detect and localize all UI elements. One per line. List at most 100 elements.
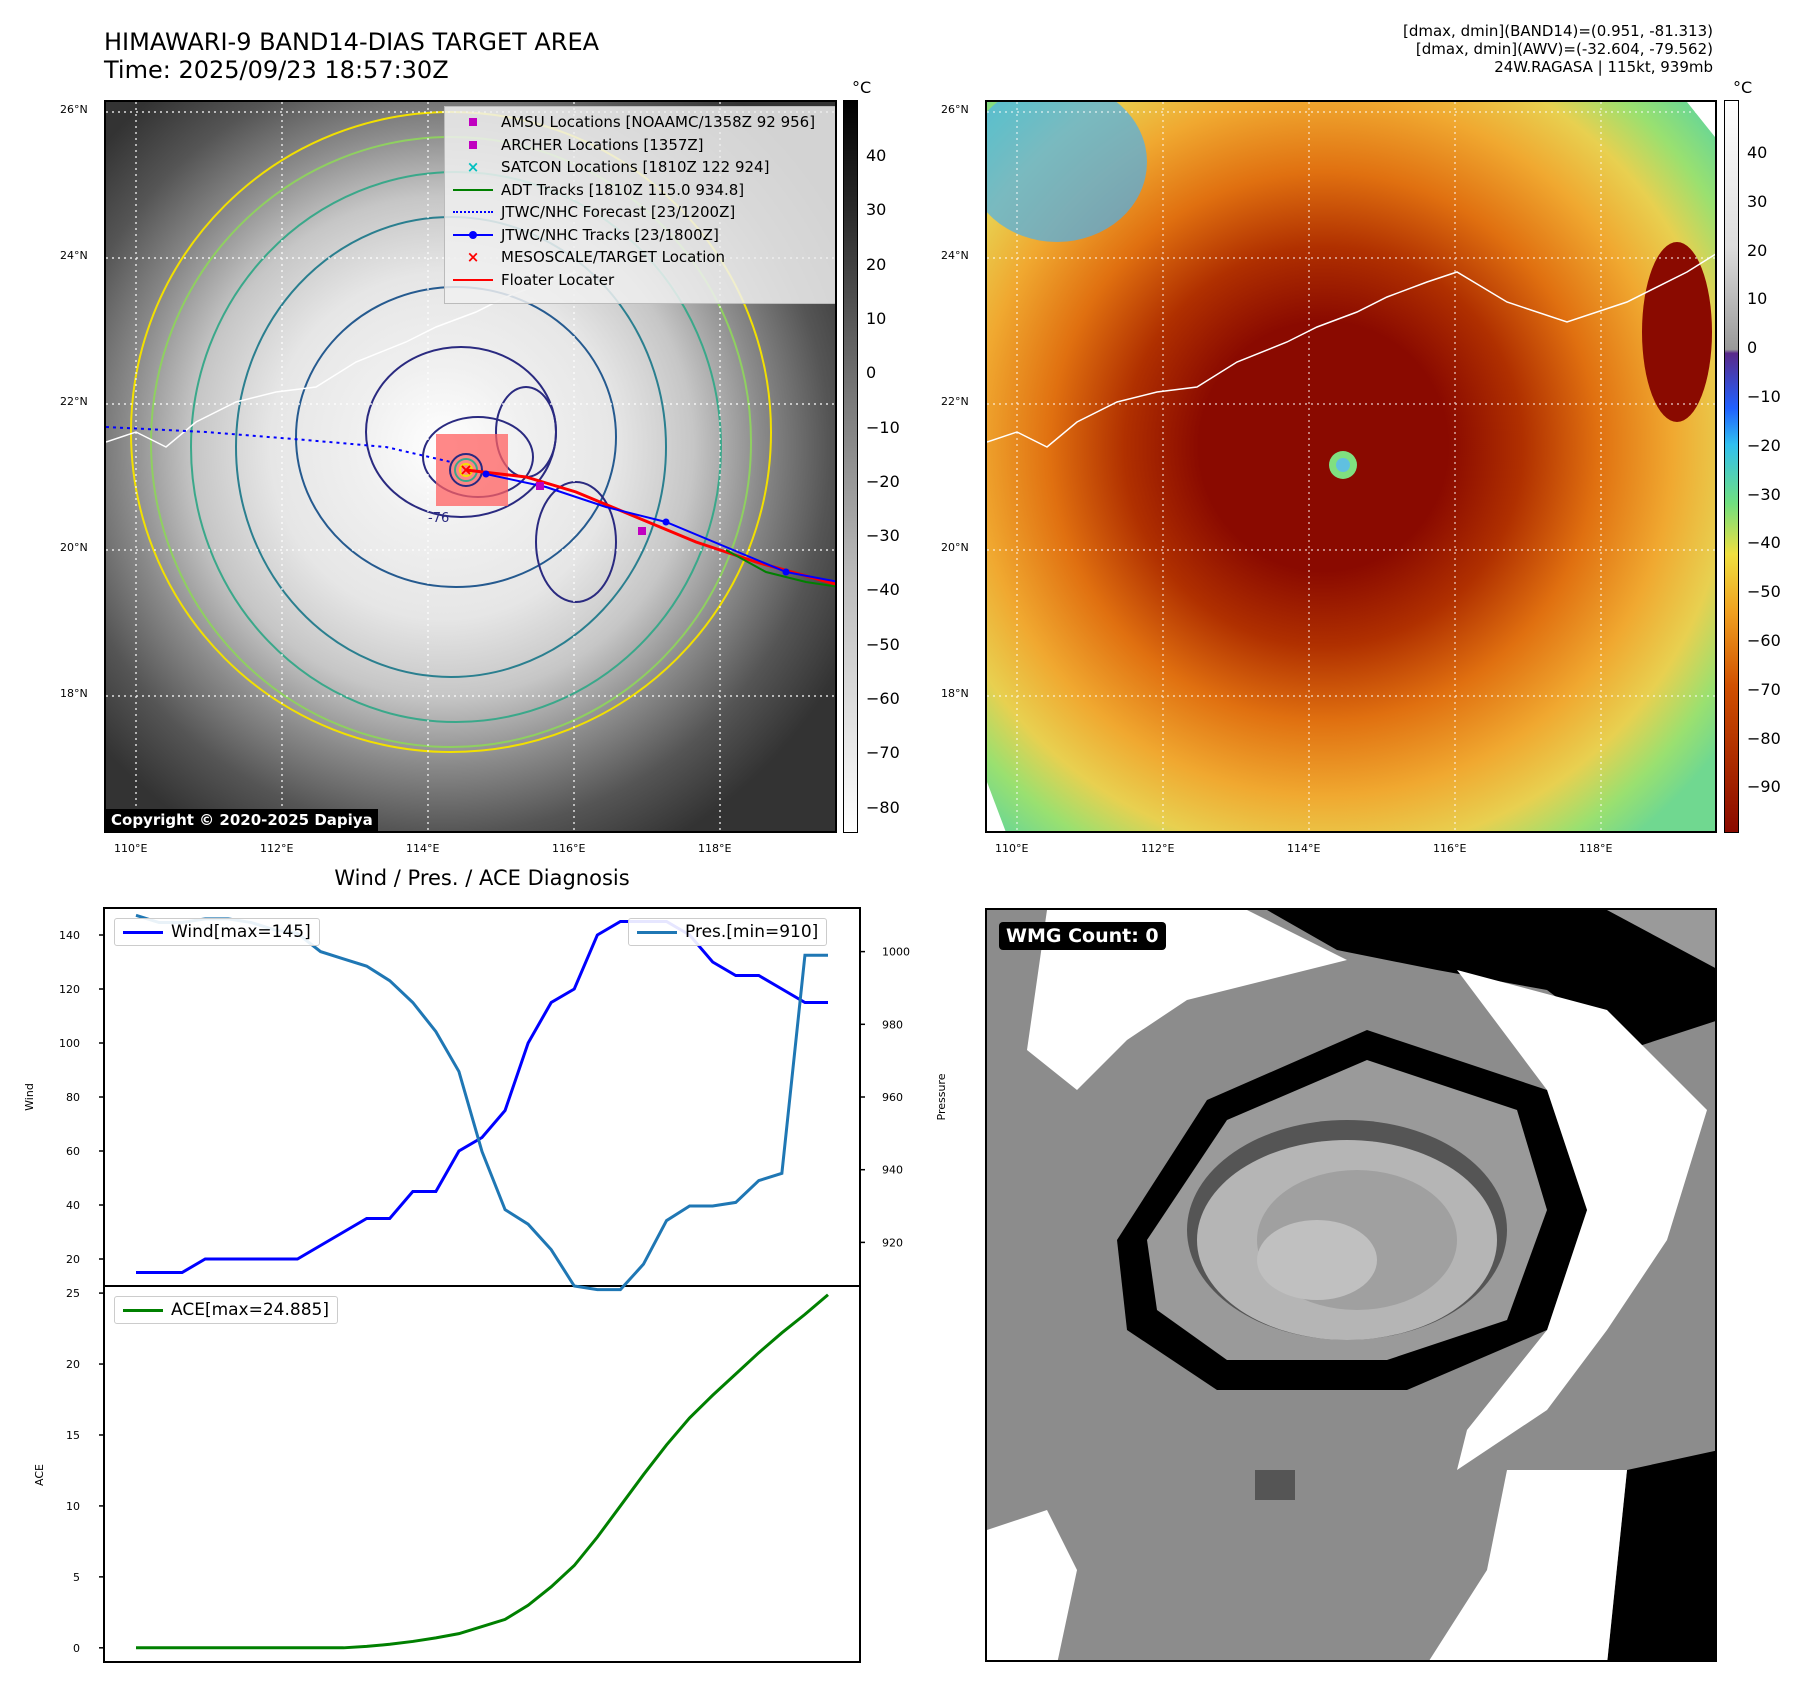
ace-axis: 0 5 10 15 20 25	[66, 1287, 104, 1655]
lat-label: 22°N	[941, 395, 969, 408]
legend-label: SATCON Locations [1810Z 122 924]	[501, 158, 770, 177]
wmg-panel: WMG Count: 0	[985, 908, 1717, 1662]
ace-ylabel: ACE	[33, 1464, 46, 1486]
gray-colorbar-tick: −50	[866, 634, 900, 654]
lat-label: 22°N	[60, 395, 88, 408]
pressure-tick-label: 980	[882, 1018, 903, 1031]
svg-text:×: ×	[459, 460, 472, 479]
wind-series-line	[136, 920, 828, 1274]
lat-label: 20°N	[941, 541, 969, 554]
pressure-tick-label: 940	[882, 1164, 903, 1177]
ace-series-line	[136, 1293, 829, 1650]
color-colorbar-tick: −70	[1747, 679, 1781, 699]
gray-colorbar-tick: −80	[866, 797, 900, 817]
gray-colorbar-tick: 30	[866, 200, 887, 220]
track-legend: AMSU Locations [NOAAMC/1358Z 92 956] ARCH…	[444, 106, 835, 304]
pressure-tick-label: 960	[882, 1091, 903, 1104]
lat-label: 24°N	[60, 249, 88, 262]
color-colorbar-tick: 10	[1747, 289, 1768, 309]
ace-tick-label: 10	[66, 1500, 80, 1513]
legend-entry: Floater Locater	[453, 269, 827, 292]
info-block: [dmax, dmin](BAND14)=(0.951, -81.313) [d…	[1403, 22, 1713, 76]
lon-label: 114°E	[406, 842, 440, 855]
diagnosis-title: Wind / Pres. / ACE Diagnosis	[334, 866, 630, 890]
lon-label: 112°E	[1141, 842, 1175, 855]
color-colorbar-tick: −50	[1747, 582, 1781, 602]
wind-tick-label: 80	[66, 1091, 80, 1104]
lat-label: 18°N	[60, 687, 88, 700]
wmg-count-badge: WMG Count: 0	[999, 922, 1166, 950]
color-colorbar-tick: 20	[1747, 240, 1768, 260]
ace-frame	[103, 1285, 861, 1663]
info-awv: [dmax, dmin](AWV)=(-32.604, -79.562)	[1415, 40, 1713, 58]
lat-label: 20°N	[60, 541, 88, 554]
gray-colorbar-tick: −40	[866, 580, 900, 600]
lon-label: 116°E	[552, 842, 586, 855]
legend-label: Floater Locater	[501, 270, 615, 289]
color-colorbar-tick: −60	[1747, 631, 1781, 650]
wind-tick-label: 100	[59, 1037, 80, 1050]
wmg-image	[987, 910, 1715, 1660]
gray-colorbar-tick: 20	[866, 254, 887, 274]
lon-label: 110°E	[995, 842, 1029, 855]
gray-colorbar-tick: −10	[866, 417, 900, 437]
legend-symbol	[453, 140, 493, 149]
legend-entry: × SATCON Locations [1810Z 122 924]	[453, 156, 827, 179]
ace-tick-label: 20	[66, 1358, 80, 1371]
legend-entry: AMSU Locations [NOAAMC/1358Z 92 956]	[453, 111, 827, 134]
diagnosis-chart: 20 40 60 80 100 120 140 920 940 960 980 1000 0 5 10 1…	[23, 907, 948, 1663]
lon-label: 118°E	[1579, 842, 1613, 855]
color-colorbar-tick: −20	[1747, 435, 1781, 455]
legend-symbol: ×	[466, 158, 480, 177]
legend-label: AMSU Locations [NOAAMC/1358Z 92 956]	[501, 113, 816, 132]
lat-label: 26°N	[941, 103, 969, 116]
wind-tick-label: 20	[66, 1253, 80, 1266]
ir-map-panel: × -76 AMSU Locations [NOAAMC/1358Z 92 95…	[104, 100, 837, 833]
color-colorbar-tick: −10	[1747, 387, 1781, 406]
color-colorbar-tick: −40	[1747, 533, 1781, 553]
gray-colorbar-tick: −60	[866, 689, 900, 708]
legend-symbol	[453, 118, 493, 127]
ace-tick-label: 5	[73, 1571, 80, 1584]
color-ir-map-panel	[985, 100, 1717, 833]
gray-colorbar-tick: −70	[866, 743, 900, 763]
lat-label: 26°N	[60, 103, 88, 116]
contour-label: -76	[428, 511, 449, 526]
legend-symbol: ×	[466, 248, 480, 267]
series-lines	[135, 913, 829, 1650]
wind-tick-label: 40	[66, 1199, 80, 1212]
pressure-ylabel: Pressure	[935, 1073, 948, 1120]
lat-label: 24°N	[941, 249, 969, 262]
wind-legend: Wind[max=145]	[114, 918, 320, 946]
gray-colorbar-tick: −30	[866, 526, 900, 546]
legend-label: ARCHER Locations [1357Z]	[501, 135, 704, 154]
gray-colorbar-tick: 0	[866, 363, 877, 383]
chart-title: HIMAWARI-9 BAND14-DIAS TARGET AREA	[104, 28, 600, 56]
gray-colorbar-tick: 40	[866, 146, 887, 165]
lon-label: 118°E	[698, 842, 732, 855]
legend-entry: ARCHER Locations [1357Z]	[453, 134, 827, 157]
legend-symbol	[453, 278, 493, 281]
lon-label: 110°E	[114, 842, 148, 855]
legend-entry: JTWC/NHC Forecast [23/1200Z]	[453, 201, 827, 224]
ace-tick-label: 25	[66, 1287, 80, 1300]
copyright-label: Copyright © 2020-2025 Dapiya	[106, 809, 378, 831]
color-colorbar-tick: 30	[1747, 191, 1768, 211]
color-colorbar	[1724, 100, 1739, 833]
pressure-tick-label: 920	[882, 1236, 903, 1249]
lon-label: 114°E	[1287, 842, 1321, 855]
legend-symbol	[453, 230, 493, 239]
lon-label: 116°E	[1433, 842, 1467, 855]
legend-entry: × MESOSCALE/TARGET Location	[453, 246, 827, 269]
ace-tick-label: 15	[66, 1429, 80, 1442]
chart-time: Time: 2025/09/23 18:57:30Z	[104, 56, 449, 84]
pressure-series-line	[135, 913, 828, 1292]
wind-tick-label: 120	[59, 983, 80, 996]
color-ir-map	[987, 102, 1715, 831]
wind-pres-frame	[103, 907, 861, 1287]
legend-label: JTWC/NHC Forecast [23/1200Z]	[501, 203, 736, 222]
ace-tick-label: 0	[73, 1642, 80, 1655]
gray-colorbar-unit: °C	[852, 78, 872, 97]
legend-symbol	[453, 211, 493, 214]
color-colorbar-tick: 0	[1747, 338, 1758, 358]
